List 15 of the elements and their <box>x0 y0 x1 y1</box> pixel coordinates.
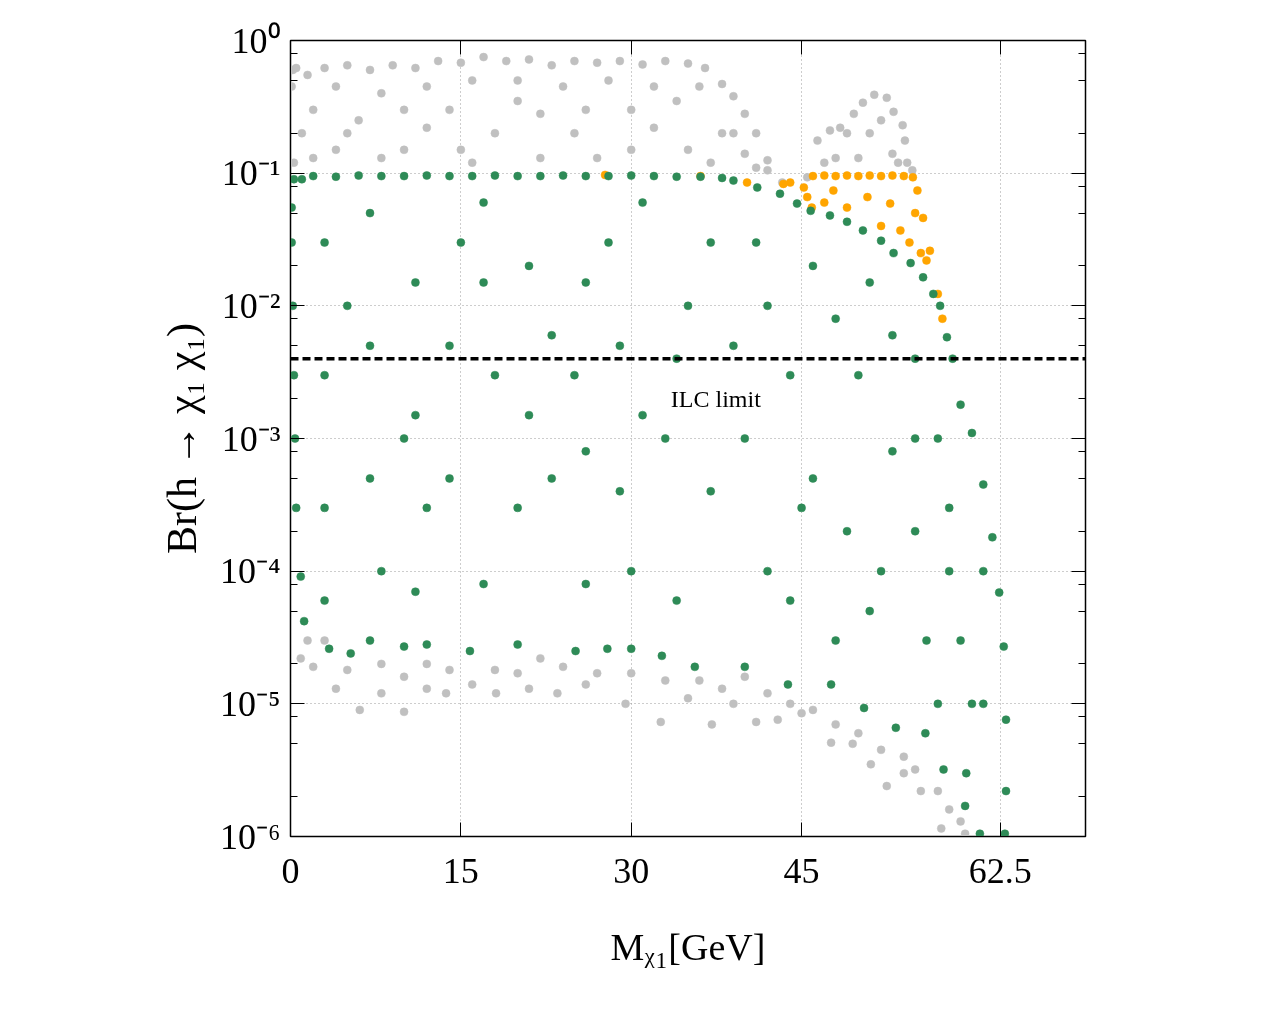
y-tick-label: 10⁻¹ <box>221 153 281 194</box>
y-tick-label: 10⁻⁵ <box>219 683 281 724</box>
x-tick-label: 0 <box>281 850 300 891</box>
y-tick-label: 10⁻³ <box>221 418 281 459</box>
x-tick-label: 45 <box>783 850 820 891</box>
y-tick-label: 10⁰ <box>231 20 281 61</box>
ref-line-label: ILC limit <box>670 385 762 412</box>
x-tick-label: 62.5 <box>968 850 1032 891</box>
y-axis-title: Br(h → χ₁ χ₁) <box>158 322 206 555</box>
y-tick-label: 10⁻⁶ <box>219 816 281 857</box>
y-tick-label: 10⁻² <box>221 285 281 326</box>
x-axis-title: Mᵪ₁[GeV] <box>610 925 766 968</box>
x-tick-label: 15 <box>442 850 479 891</box>
y-tick-label: 10⁻⁴ <box>219 551 281 592</box>
x-tick-label: 30 <box>613 850 650 891</box>
